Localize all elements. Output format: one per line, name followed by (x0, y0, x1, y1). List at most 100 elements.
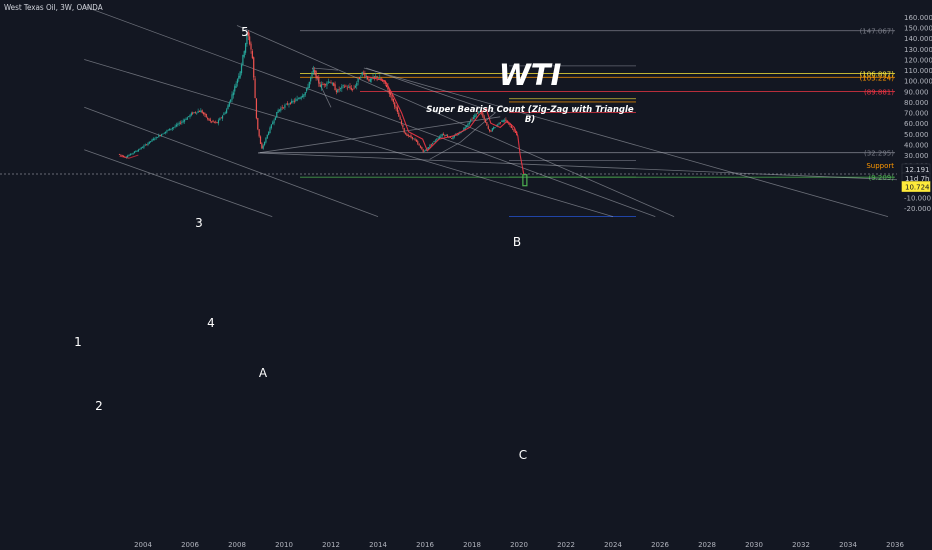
candle-body (371, 78, 373, 80)
candle-body (201, 110, 203, 113)
candle-body (140, 147, 142, 149)
candle-body (234, 86, 236, 92)
candle-body (208, 118, 210, 121)
y-tick-label: 120.000 (904, 56, 932, 64)
candle-body (394, 102, 396, 107)
candle-body (388, 89, 390, 94)
candle-body (269, 127, 271, 134)
countdown-tag: 11d 7h (905, 175, 929, 183)
candle-body (261, 143, 263, 149)
candle-body (239, 71, 241, 78)
candle-body (433, 141, 435, 143)
candle-body (230, 99, 232, 102)
candle-body (178, 122, 180, 125)
candle-body (375, 76, 377, 78)
candle-body (198, 111, 201, 113)
wave-label-2: 2 (95, 399, 103, 413)
candle-body (478, 111, 480, 114)
candle-body (227, 105, 229, 110)
candle-body (276, 112, 278, 118)
candle-body (373, 76, 375, 78)
candle-body (503, 120, 506, 122)
candle-body (379, 78, 381, 79)
candle-body (432, 142, 434, 144)
candle-body (369, 78, 371, 82)
candle-body (490, 130, 492, 132)
candle-body (315, 70, 317, 79)
candle-body (150, 141, 152, 142)
candle-body (513, 129, 515, 132)
candle-body (301, 95, 304, 98)
candle-body (329, 81, 331, 83)
candle-body (460, 132, 462, 134)
candle-body (202, 112, 205, 115)
chart-subtitle: Super Bearish Count (Zig-Zag with Triang… (426, 105, 634, 125)
candle-body (398, 112, 400, 117)
candle-body (428, 147, 430, 149)
candle-body (217, 120, 220, 124)
wave-label-3: 3 (195, 216, 203, 230)
candle-body (270, 124, 272, 129)
candle-body (381, 80, 384, 82)
candle-body (255, 98, 258, 119)
candle-body (159, 135, 161, 137)
time-axis-panel[interactable] (0, 538, 932, 550)
y-tick-label: 130.000 (904, 46, 932, 54)
candle-body (358, 77, 361, 79)
y-tick-label: 60.000 (904, 120, 929, 128)
candle-body (324, 84, 327, 86)
candle-body (236, 79, 239, 84)
candle-body (185, 119, 187, 120)
candle-body (223, 113, 225, 116)
candle-body (173, 127, 175, 128)
candle-body (204, 113, 206, 115)
candle-body (384, 80, 386, 84)
candle-body (277, 110, 279, 113)
candle-body (486, 122, 488, 126)
candle-body (235, 83, 237, 88)
candle-body (361, 72, 363, 76)
candle-body (403, 128, 405, 133)
candle-body (197, 111, 199, 113)
candle-body (177, 124, 179, 126)
level-label-5: (9.209) (868, 174, 894, 182)
candle-body (440, 135, 442, 137)
candle-body (305, 88, 308, 92)
candle-body (438, 136, 441, 139)
candle-body (468, 122, 470, 125)
candle-body (499, 122, 502, 124)
candle-body (265, 137, 267, 143)
candle-body (310, 77, 312, 82)
candle-body (141, 147, 144, 149)
candle-body (441, 134, 443, 136)
candle-body (497, 124, 499, 126)
candle-body (243, 51, 245, 57)
candle-body (472, 117, 474, 120)
candle-body (446, 135, 449, 137)
candle-body (415, 140, 418, 142)
candle-body (404, 133, 407, 135)
candle-body (502, 119, 504, 123)
candle-body (253, 57, 255, 78)
candle-body (383, 80, 385, 82)
candle-body (299, 97, 301, 99)
candle-body (456, 134, 458, 136)
candle-body (300, 96, 302, 99)
guide-line-10 (459, 112, 496, 143)
candle-body (314, 69, 316, 73)
candle-body (262, 145, 264, 149)
candle-body (418, 144, 420, 146)
projection-line (366, 75, 525, 175)
candle-body (212, 120, 214, 122)
price-axis-panel[interactable] (897, 0, 932, 550)
candle-body (465, 125, 468, 128)
candle-body (434, 140, 436, 142)
candle-body (414, 138, 416, 140)
candle-body (190, 113, 192, 116)
x-tick-label: 2032 (792, 541, 810, 549)
candle-body (192, 112, 194, 114)
candle-body (487, 126, 489, 129)
candle-body (354, 85, 357, 88)
candle-body (345, 85, 347, 87)
